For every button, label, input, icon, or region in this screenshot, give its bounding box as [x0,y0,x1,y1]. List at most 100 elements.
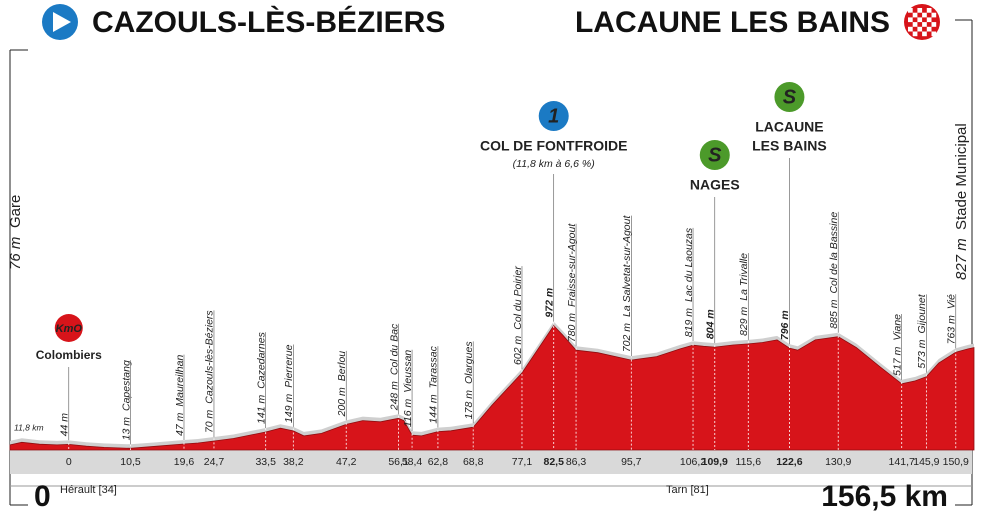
finish-check [931,22,937,27]
finish-altitude: 827 m [953,238,970,280]
km-label: 56,1 [388,456,409,468]
finish-icon [904,4,940,40]
finish-check [926,26,932,32]
altitude-label: 804 m [705,309,717,339]
summit-badge-text: S [783,86,797,108]
km-label: 141,7 [889,456,915,468]
summit-badge [774,82,805,112]
altitude-label: 178 m [463,390,475,419]
summit-badge-text: S [708,144,722,166]
summit-title: LACAUNE [755,119,823,135]
finish-side: 827 m Stade Municipal [953,123,970,280]
start-side: 76 m Gare [7,195,24,270]
altitude-label: 200 m [336,387,348,417]
altitude-label: 763 m [946,315,958,344]
altitude-label: 573 m [916,339,928,368]
km-label: 24,7 [204,456,225,468]
finish-check [912,22,918,27]
altitude-label: 116 m [402,398,414,427]
waypoint-name: Berlou [336,351,348,382]
waypoint-name: Col du Poirier [512,266,524,330]
km-label: 58,4 [402,456,423,468]
summit-badge [538,101,569,131]
km-label: 62,8 [428,456,449,468]
altitude-label: 44 m [59,413,71,437]
prestart-label: 11,8 km [14,422,44,432]
finish-check [922,31,927,37]
waypoint-name: Maureilhan [174,355,186,407]
waypoint-name: Tarassac [428,345,440,388]
waypoint-name: Col de la Bassine [828,212,840,294]
summit-badge-text: KmO [56,323,83,335]
finish-check [908,17,913,23]
finish-check [917,17,923,23]
start-place: Gare [7,195,24,228]
summit-badge [699,140,730,170]
start-arrow [53,12,71,32]
waypoint-name: Viane [891,314,903,341]
waypoint-name: La Trivalle [738,253,750,301]
summit-subtitle: (11,8 km à 6,6 %) [513,158,595,170]
altitude-label: 602 m [512,336,524,365]
km-label: 77,1 [512,456,533,468]
km-label: 33,5 [255,456,276,468]
altitude-label: 702 m [621,323,633,352]
altitude-label: 517 m [891,346,903,375]
km-label: 0 [66,456,72,468]
km-label: 115,6 [736,456,762,468]
waypoint-name: Vieussan [402,350,414,393]
altitude-label: 885 m [828,299,840,328]
altitude-label: 796 m [779,310,791,340]
start-name: CAZOULS-LÈS-BÉZIERS [92,5,445,39]
waypoint-name: Cazedarnes [255,331,267,388]
km-label: 68,8 [463,456,484,468]
waypoint-name: Olargues [463,341,475,384]
summit-title: LES BAINS [752,138,827,154]
finish-check [926,8,932,13]
start-region: Hérault [34] [60,484,117,496]
altitude-label: 144 m [428,394,440,423]
waypoint-name: Pierrerue [283,344,295,387]
km-label: 95,7 [621,456,642,468]
finish-check [917,8,923,13]
altitude-label: 248 m [388,381,400,411]
km-label: 47,2 [336,456,357,468]
waypoint-name: Col du Bac [388,323,400,375]
km-label: 19,6 [174,456,195,468]
finish-place: Stade Municipal [953,123,970,230]
finish-check [931,31,937,37]
altitude-label: 149 m [283,393,295,422]
profile [9,324,975,451]
waypoint-name: Lac du Laouzas [683,227,695,302]
summit-title: NAGES [690,177,740,193]
altitude-label: 47 m [174,412,186,436]
summit-badge-text: 1 [548,105,559,127]
finish-check [922,12,927,18]
altitude-label: 972 m [544,288,556,318]
finish-check [908,8,913,13]
finish-check [912,12,918,18]
km-label: 86,3 [566,456,587,468]
waypoint-name: Capestang [120,360,132,411]
finish-check [926,17,932,23]
finish-check [922,22,927,27]
summit-badge [54,314,83,342]
altitude-label: 829 m [738,306,750,335]
start-altitude: 76 m [7,237,24,270]
finish-name: LACAUNE LES BAINS [575,6,890,39]
summit-title: COL DE FONTFROIDE [480,138,628,154]
km-label: 10,5 [120,456,141,468]
finish-check [917,26,923,32]
finish-check [912,31,918,37]
waypoint-name: Cazouls-lès-Béziers [204,310,216,404]
altitude-label: 141 m [255,395,267,424]
finish-check [931,12,937,18]
km-label: 82,5 [544,456,565,468]
km-label: 38,2 [283,456,304,468]
km-label: 150,9 [943,456,969,468]
altitude-label: 780 m [566,313,578,342]
altitude-label: 70 m [204,409,216,433]
altitude-label: 13 m [120,417,132,441]
